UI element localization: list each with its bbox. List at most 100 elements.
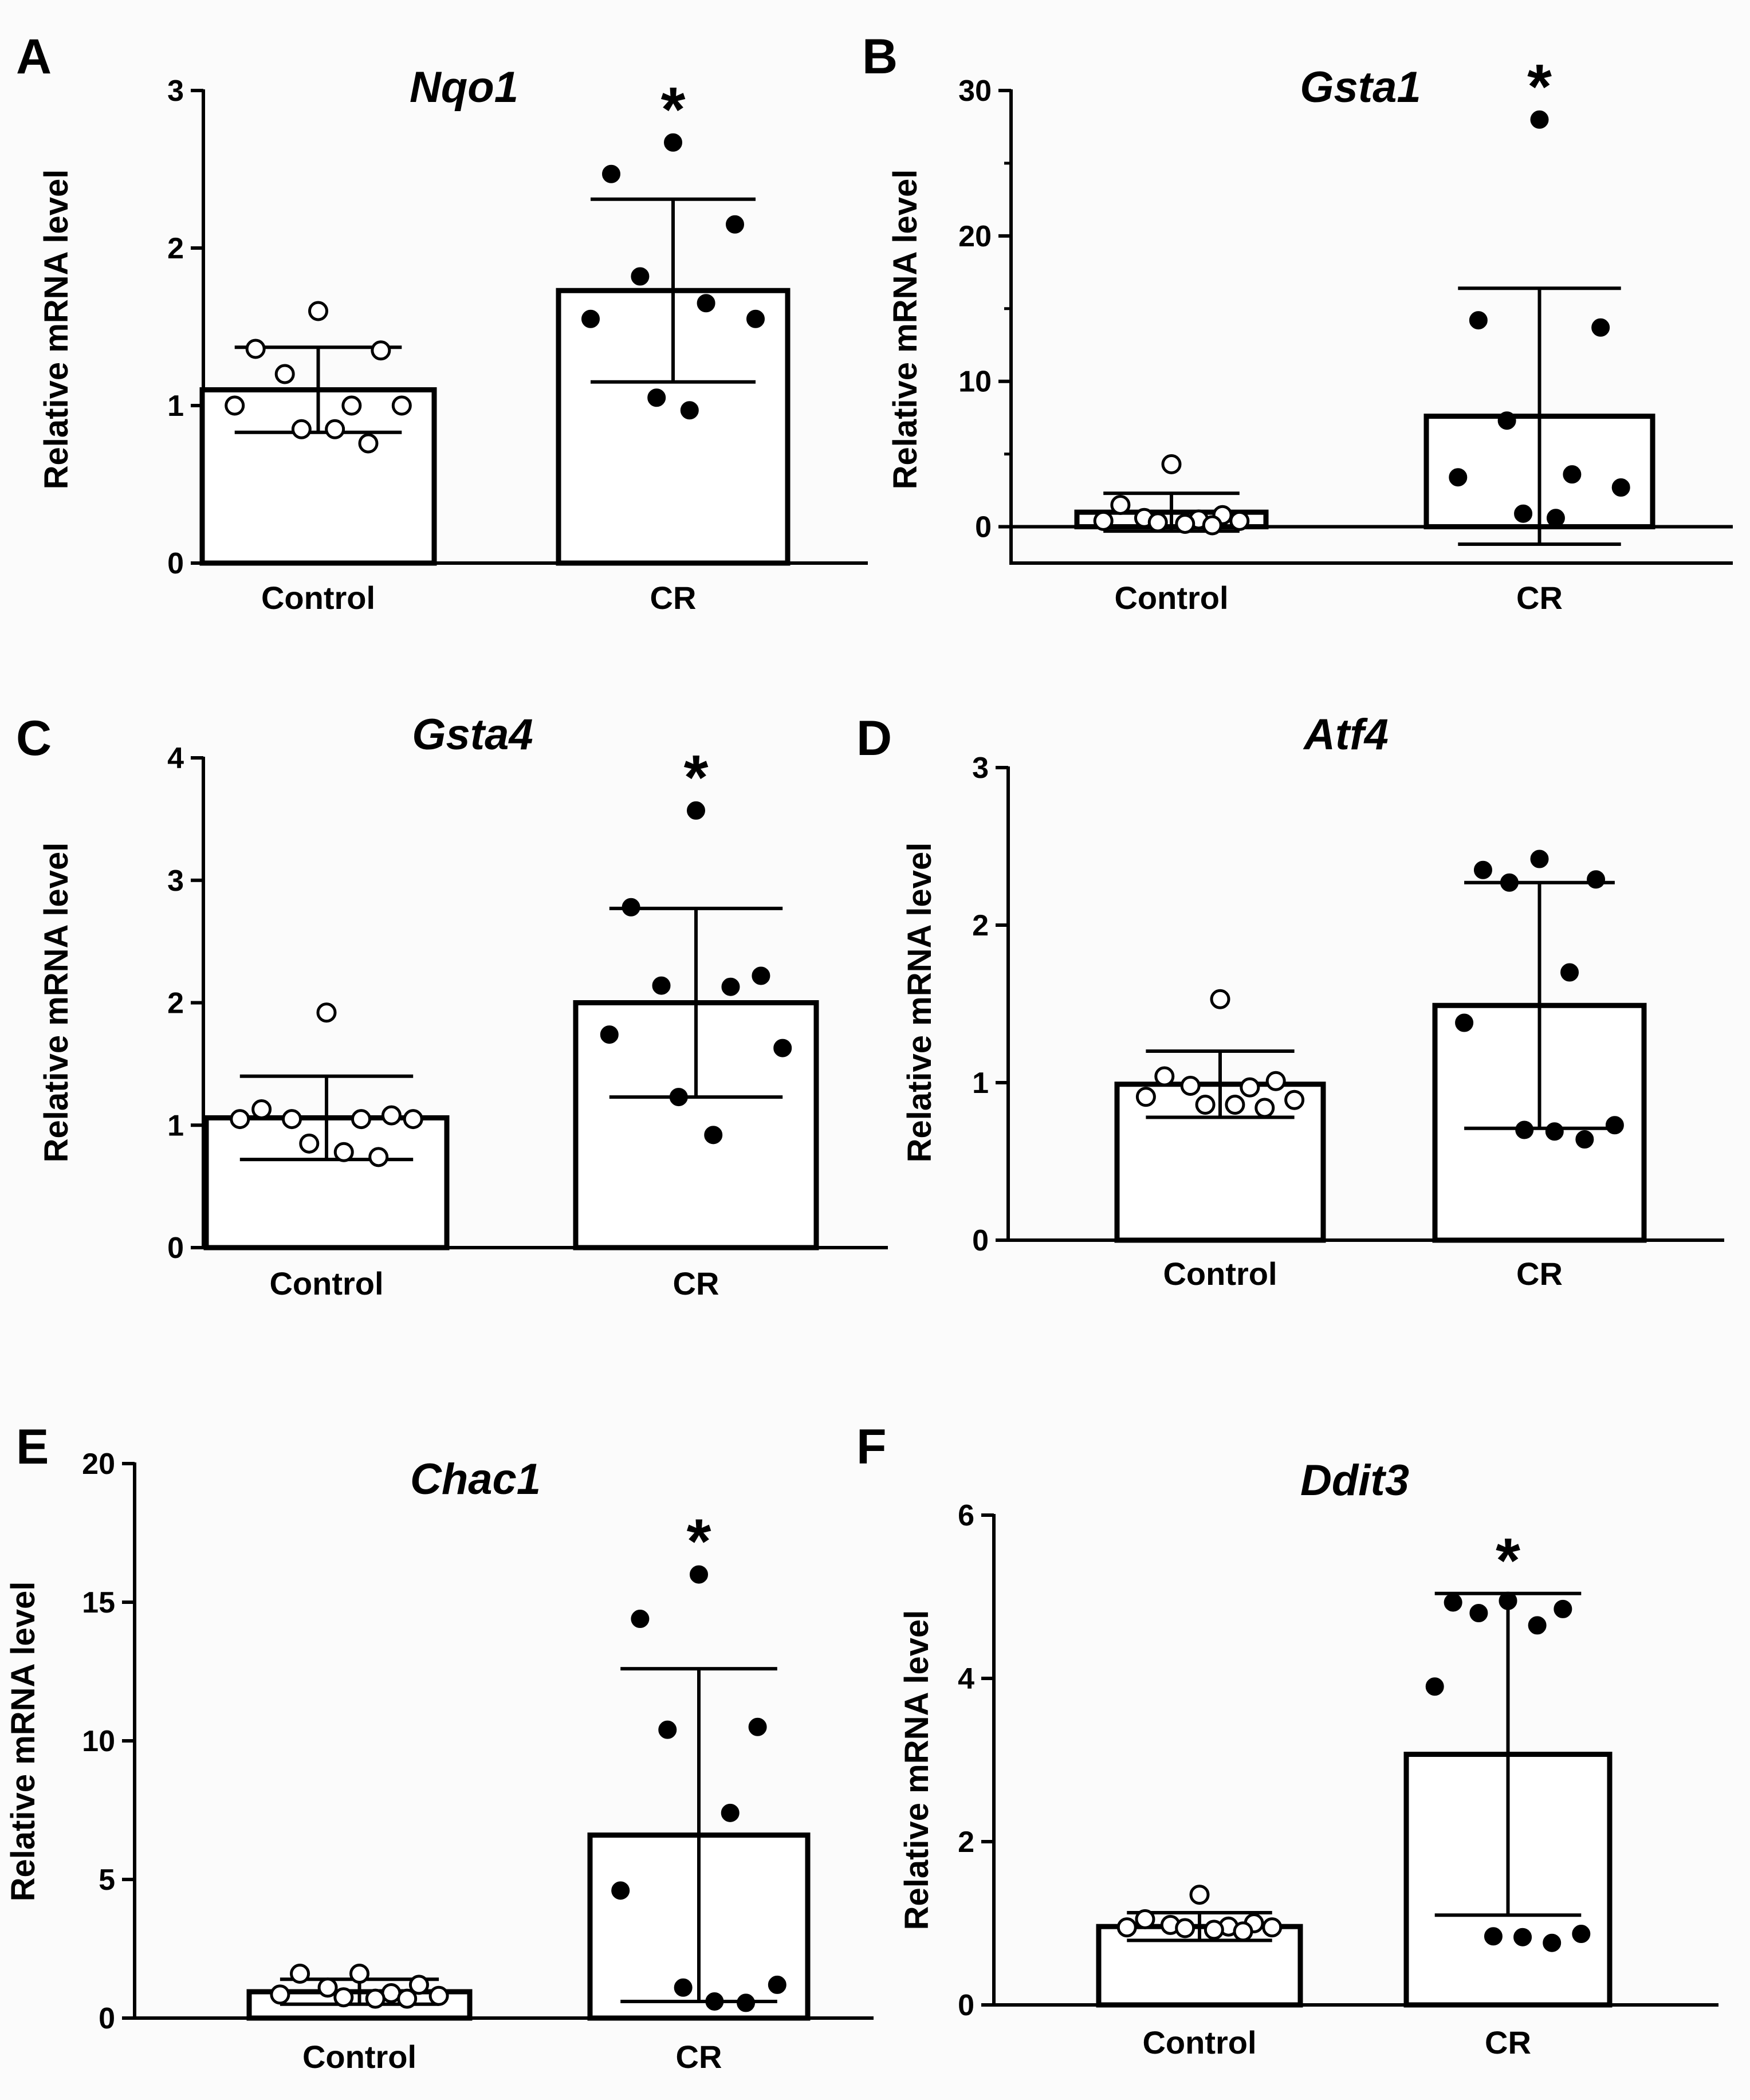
data-point-cr	[1514, 504, 1533, 523]
data-point-cr	[1500, 873, 1519, 892]
data-point-control	[316, 1002, 337, 1023]
data-point-control	[368, 1147, 389, 1167]
data-point-cr	[1497, 411, 1516, 430]
y-tick-label: 0	[167, 1232, 184, 1265]
data-point-cr	[1546, 509, 1565, 528]
y-tick-label: 1	[972, 1067, 989, 1100]
y-axis-label: Relative mRNA level	[38, 170, 75, 490]
data-point-cr	[768, 1975, 786, 1994]
data-point-control	[1210, 989, 1230, 1009]
data-point-control	[308, 301, 328, 321]
data-point-control	[1180, 1076, 1201, 1096]
data-point-control	[1255, 1098, 1275, 1118]
panel-letter: A	[16, 29, 52, 84]
y-tick-label: 0	[167, 547, 184, 580]
data-point-cr	[1545, 1122, 1564, 1141]
data-point-cr	[631, 267, 650, 286]
panel-d: D Atf4 Relative mRNA level 0 1 2 3 Control CR	[856, 710, 1724, 1292]
y-tick-label: 30	[958, 74, 992, 108]
data-point-control	[1110, 494, 1131, 515]
data-point-cr	[1543, 1933, 1562, 1952]
data-point-control	[391, 395, 412, 416]
data-point-control	[299, 1133, 320, 1154]
panel-letter: E	[16, 1419, 49, 1474]
x-tick-label-cr: CR	[673, 1265, 719, 1301]
x-tick-label-cr: CR	[1516, 580, 1563, 616]
data-point-cr	[1554, 1599, 1572, 1618]
chart-title: Nqo1	[410, 63, 518, 112]
x-tick-label-control: Control	[302, 2039, 416, 2075]
data-point-cr	[773, 1039, 792, 1057]
y-tick-label: 10	[958, 365, 992, 399]
data-point-control	[333, 1142, 354, 1162]
data-point-cr	[581, 309, 600, 328]
data-point-control	[325, 419, 345, 439]
data-point-control	[290, 1964, 310, 1984]
data-point-control	[397, 1988, 418, 2009]
data-point-cr	[1575, 1130, 1594, 1149]
panel-a: A Nqo1 Relative mRNA level 0 1 2 3 Control * CR	[16, 29, 868, 616]
data-point-control	[349, 1964, 369, 1984]
data-point-cr	[690, 1565, 708, 1584]
data-point-control	[245, 339, 266, 359]
data-point-control	[333, 1987, 354, 2008]
data-point-control	[371, 340, 391, 361]
data-point-control	[1135, 1909, 1155, 1929]
panel-f: F Ddit3 Relative mRNA level 0 2 4 6 Control * CR	[856, 1419, 1718, 2060]
y-axis-label: Relative mRNA level	[38, 843, 75, 1163]
y-tick-label: 2	[167, 232, 184, 265]
data-point-control	[358, 433, 379, 454]
significance-marker: *	[1527, 52, 1552, 122]
data-point-control	[1175, 513, 1195, 534]
data-point-control	[1093, 510, 1114, 531]
y-tick-label: 0	[958, 1989, 974, 2022]
data-point-control	[1116, 1917, 1137, 1938]
y-axis-label: Relative mRNA level	[5, 1582, 42, 1902]
x-tick-label-control: Control	[269, 1265, 383, 1301]
x-tick-label-control: Control	[1163, 1256, 1277, 1292]
data-point-control	[1233, 1921, 1253, 1942]
data-point-cr	[737, 1993, 756, 2012]
data-point-cr	[1530, 110, 1549, 129]
y-tick-label: 10	[82, 1725, 115, 1758]
panel-c: C Gsta4 Relative mRNA level 0 1 2 3 4 Control * CR	[16, 710, 888, 1301]
significance-marker: *	[1496, 1525, 1520, 1596]
data-point-cr	[622, 898, 640, 917]
data-point-control	[428, 1985, 449, 2006]
y-tick-label: 4	[167, 742, 184, 775]
x-tick-label-control: Control	[1142, 2024, 1256, 2060]
data-point-cr	[1572, 1925, 1591, 1944]
data-point-cr	[669, 1088, 688, 1107]
data-point-control	[274, 364, 295, 384]
data-point-cr	[752, 966, 770, 985]
data-point-cr	[1469, 311, 1488, 330]
data-point-cr	[631, 1610, 650, 1629]
data-point-control	[1202, 515, 1222, 536]
y-tick-label: 2	[958, 1826, 974, 1859]
y-tick-label: 2	[972, 909, 989, 942]
data-point-control	[365, 1988, 386, 2009]
data-point-control	[1175, 1918, 1195, 1938]
chart-title: Gsta4	[412, 710, 533, 759]
x-tick-label-control: Control	[1114, 580, 1228, 616]
data-point-control	[1229, 510, 1250, 531]
data-point-cr	[1605, 1116, 1624, 1135]
data-point-control	[1161, 454, 1182, 474]
data-point-cr	[1455, 1013, 1474, 1032]
data-point-cr	[611, 1881, 630, 1900]
y-tick-label: 4	[958, 1662, 974, 1696]
y-tick-label: 6	[958, 1499, 974, 1532]
panel-letter: F	[856, 1419, 887, 1474]
x-tick-label-cr: CR	[1485, 2024, 1531, 2060]
panel-letter: C	[16, 711, 52, 766]
data-point-cr	[1563, 465, 1582, 484]
data-point-control	[1284, 1090, 1305, 1110]
data-point-cr	[1469, 1604, 1488, 1622]
data-point-control	[230, 1109, 250, 1130]
data-point-cr	[1473, 860, 1492, 879]
data-point-cr	[1484, 1927, 1503, 1946]
y-tick-label: 3	[167, 864, 184, 898]
data-point-cr	[1530, 850, 1549, 868]
y-tick-label: 0	[99, 2002, 115, 2035]
data-point-control	[291, 419, 312, 439]
